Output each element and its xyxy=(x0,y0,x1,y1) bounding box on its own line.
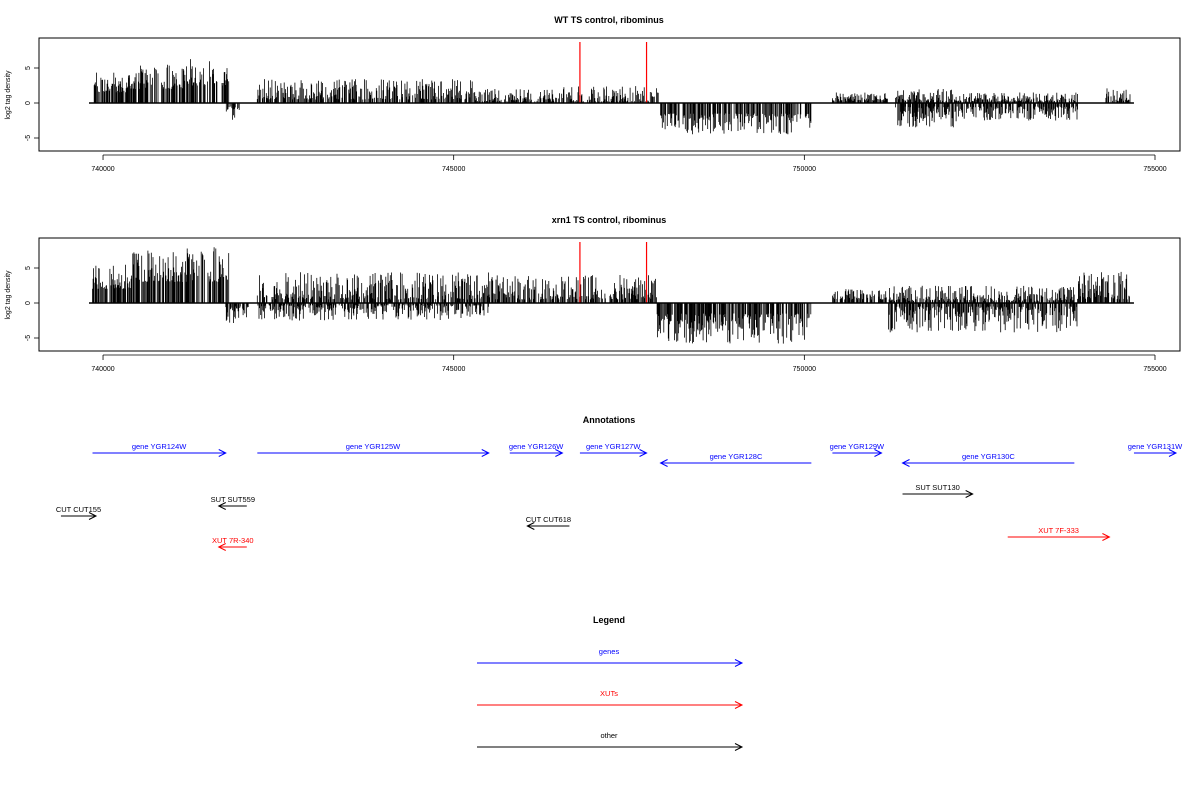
legend-entry: genes xyxy=(477,647,744,667)
annotation-feature: SUT SUT130 xyxy=(902,483,974,498)
legend: Legend genes XUTs other xyxy=(477,615,744,751)
annotation-label: gene YGR124W xyxy=(132,442,187,451)
annotation-feature: gene YGR125W xyxy=(257,442,490,457)
arrow-head xyxy=(526,522,535,530)
x-tick-label: 755000 xyxy=(1143,366,1166,373)
arrow-head xyxy=(481,449,490,457)
annotation-label: gene YGR129W xyxy=(830,442,885,451)
arrow-head xyxy=(1168,449,1178,457)
annotation-label: gene YGR125W xyxy=(346,442,401,451)
arrow-head xyxy=(734,743,744,751)
x-axis: 740000 745000 750000 755000 xyxy=(91,354,1167,373)
annotation-feature: CUT CUT155 xyxy=(56,505,101,520)
coverage-bars xyxy=(93,59,1131,135)
annotation-feature: SUT SUT559 xyxy=(211,495,255,510)
arrow-head xyxy=(734,701,744,709)
y-axis-label: log2 tag density xyxy=(5,270,12,320)
annotations-track: Annotations gene YGR124W gene YGR125W gene… xyxy=(56,415,1183,551)
x-tick-label: 740000 xyxy=(91,166,114,173)
annotation-feature: gene YGR127W xyxy=(579,442,648,457)
x-axis: 740000 745000 750000 755000 xyxy=(91,154,1167,173)
x-tick-label: 745000 xyxy=(442,166,465,173)
y-axis-label: log2 tag density xyxy=(5,70,12,120)
x-tick-label: 755000 xyxy=(1143,166,1166,173)
arrow-head xyxy=(555,449,564,457)
y-tick-label: 0 xyxy=(25,301,32,305)
legend-items: genes XUTs other xyxy=(477,647,744,751)
annotation-feature: gene YGR129W xyxy=(830,442,885,457)
legend-title: Legend xyxy=(593,615,625,625)
y-tick-label: 5 xyxy=(25,266,32,270)
annotation-feature: XUT 7R-340 xyxy=(212,536,254,551)
annotation-feature: gene YGR126W xyxy=(509,442,564,457)
arrow-head xyxy=(217,543,226,551)
x-tick-label: 750000 xyxy=(793,366,816,373)
panel-title: WT TS control, ribominus xyxy=(554,15,664,25)
annotation-label: gene YGR126W xyxy=(509,442,564,451)
arrow-head xyxy=(88,512,98,520)
y-axis: -5 0 5 xyxy=(25,66,39,141)
arrow-head xyxy=(659,459,668,467)
annotation-feature: gene YGR124W xyxy=(92,442,227,457)
arrow-head xyxy=(217,502,226,510)
arrow-head xyxy=(218,449,227,457)
annotation-label: gene YGR130C xyxy=(962,452,1015,461)
annotation-label: XUT 7F-333 xyxy=(1038,526,1079,535)
arrow-head xyxy=(1102,533,1111,541)
wt-coverage-panel: WT TS control, ribominus log2 tag densit… xyxy=(5,15,1181,173)
annotation-label: gene YGR128C xyxy=(710,452,763,461)
arrow-head xyxy=(901,459,910,467)
legend-entry: other xyxy=(477,731,744,751)
y-tick-label: -5 xyxy=(25,135,32,141)
annotation-label: SUT SUT559 xyxy=(211,495,255,504)
red-markers xyxy=(579,242,648,303)
arrow-head xyxy=(639,449,648,457)
annotation-label: CUT CUT618 xyxy=(526,515,571,524)
annotation-label: gene YGR131W xyxy=(1128,442,1183,451)
legend-label: genes xyxy=(599,647,620,656)
y-axis: -5 0 5 xyxy=(25,266,39,341)
annotation-label: SUT SUT130 xyxy=(915,483,959,492)
arrow-head xyxy=(874,449,883,457)
plot-frame xyxy=(38,237,1181,352)
annotation-feature: gene YGR128C xyxy=(659,452,812,467)
x-tick-label: 750000 xyxy=(793,166,816,173)
annotation-label: XUT 7R-340 xyxy=(212,536,254,545)
annotation-label: CUT CUT155 xyxy=(56,505,101,514)
legend-label: other xyxy=(600,731,618,740)
annotation-feature: gene YGR130C xyxy=(901,452,1075,467)
annotation-feature: XUT 7F-333 xyxy=(1007,526,1111,541)
panel-title: xrn1 TS control, ribominus xyxy=(552,215,667,225)
y-tick-label: 0 xyxy=(25,101,32,105)
arrow-head xyxy=(965,490,974,498)
legend-label: XUTs xyxy=(600,689,618,698)
y-tick-label: -5 xyxy=(25,335,32,341)
arrow-head xyxy=(734,659,744,667)
xrn1-coverage-panel: xrn1 TS control, ribominus log2 tag dens… xyxy=(5,215,1181,373)
y-tick-label: 5 xyxy=(25,66,32,70)
annotation-label: gene YGR127W xyxy=(586,442,641,451)
plot-frame xyxy=(38,37,1181,152)
coverage-bars xyxy=(92,247,1130,344)
legend-entry: XUTs xyxy=(477,689,744,709)
annotation-feature: CUT CUT618 xyxy=(526,515,571,530)
annotation-feature: gene YGR131W xyxy=(1128,442,1183,457)
annotations-title: Annotations xyxy=(583,415,636,425)
x-tick-label: 745000 xyxy=(442,366,465,373)
x-tick-label: 740000 xyxy=(91,366,114,373)
annotation-items: gene YGR124W gene YGR125W gene YGR126W gene… xyxy=(56,442,1183,551)
red-markers xyxy=(579,42,648,103)
